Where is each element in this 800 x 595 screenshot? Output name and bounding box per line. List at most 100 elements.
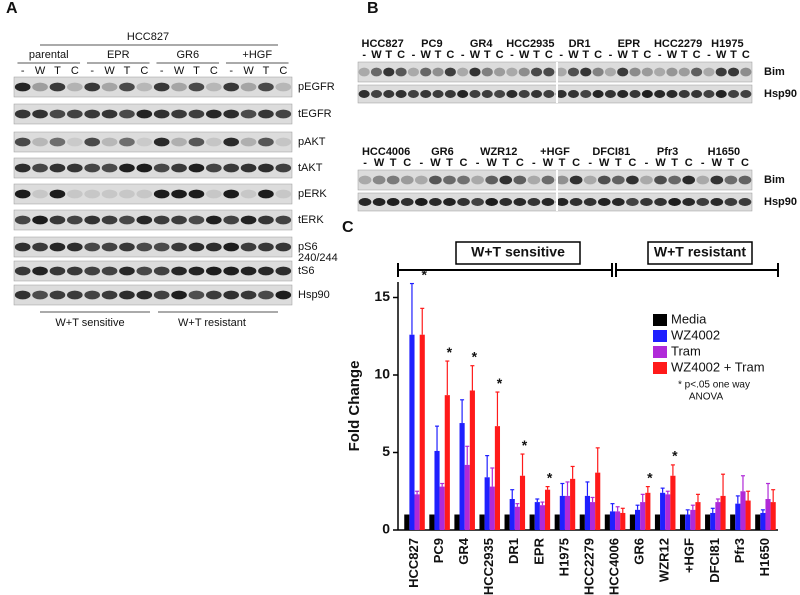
blot-band: [223, 242, 240, 252]
lane-label: -: [559, 49, 563, 61]
blot-band: [205, 215, 222, 225]
blot-band: [171, 137, 187, 147]
blot-band: [727, 67, 740, 77]
blot-band: [171, 290, 187, 300]
blot-band: [49, 109, 66, 119]
blot-band: [14, 163, 31, 173]
blot-band: [66, 266, 83, 276]
blot-band: [444, 67, 456, 77]
blot-band: [153, 290, 170, 300]
blot-band: [567, 90, 580, 98]
blot-band: [555, 67, 567, 77]
bar: [479, 514, 485, 530]
blot-band: [66, 242, 83, 252]
blot-band: [358, 67, 370, 77]
blot-band: [205, 189, 222, 199]
blot-band: [527, 198, 541, 206]
blot-band: [119, 242, 135, 252]
lane-label: -: [588, 157, 592, 169]
blot-band: [414, 198, 428, 206]
blot-band: [119, 109, 135, 119]
lane-label: -: [701, 157, 705, 169]
blot-band: [66, 215, 83, 225]
x-tick-label: PC9: [431, 538, 446, 563]
lane-label: -: [419, 157, 423, 169]
lane-label: -: [476, 157, 480, 169]
blot: [13, 236, 293, 258]
blot-band: [240, 266, 257, 276]
lane-label: T: [632, 49, 639, 61]
blot-band: [580, 90, 592, 98]
bar: [730, 514, 736, 530]
lane-label: C: [643, 49, 651, 61]
lane-label: -: [645, 157, 649, 169]
blot-band: [136, 109, 153, 119]
significance-mark: *: [647, 469, 653, 485]
lane-label: W: [667, 49, 678, 61]
blot-band: [275, 163, 292, 173]
row-label: Hsp90: [764, 196, 797, 208]
bar: [409, 334, 415, 530]
row-sublabel: 240/244: [298, 252, 338, 264]
blot-band: [691, 67, 703, 77]
bar: [404, 514, 410, 530]
bar: [715, 502, 721, 530]
row-label: pAKT: [298, 136, 326, 148]
blot-band: [136, 189, 153, 199]
cell-line-label: H1975: [711, 38, 743, 50]
blot-band: [358, 90, 370, 98]
blot-band: [84, 163, 101, 173]
bar: [710, 512, 716, 530]
row-label: tAKT: [298, 162, 323, 174]
blot-band: [710, 175, 724, 185]
lane-label: T: [533, 49, 540, 61]
cell-line-label: EPR: [618, 38, 641, 50]
blot-band: [32, 109, 48, 119]
blot-band: [617, 90, 629, 98]
blot-band: [543, 67, 555, 77]
blot-band: [372, 175, 386, 185]
lane-label: -: [461, 49, 465, 61]
blot-band: [240, 137, 257, 147]
blot-band: [119, 290, 135, 300]
bar: [434, 450, 440, 530]
blot-band: [370, 67, 383, 77]
bar: [529, 514, 535, 530]
blot-band: [240, 215, 257, 225]
cell-line-label: DR1: [569, 38, 591, 50]
bar: [670, 475, 676, 530]
lane-label: T: [582, 49, 589, 61]
bar: [770, 502, 776, 530]
blot-band: [188, 109, 205, 119]
blot-band: [101, 266, 118, 276]
blot-band: [119, 137, 135, 147]
blot-band: [49, 266, 66, 276]
blot-band: [275, 290, 292, 300]
lane-label: C: [516, 157, 524, 169]
blot-band: [171, 266, 187, 276]
blot-band: [666, 67, 678, 77]
blot-band: [32, 163, 48, 173]
blot-band: [485, 175, 499, 185]
lane-label: T: [559, 157, 566, 169]
blot-band: [740, 90, 752, 98]
blot-band: [400, 198, 414, 206]
legend-label: WZ4002: [671, 327, 720, 342]
blot-band: [569, 198, 583, 206]
blot-band: [626, 198, 639, 206]
blot-band: [654, 90, 666, 98]
lane-label: C: [685, 157, 693, 169]
x-tick-label: Pfr3: [732, 538, 747, 563]
blot-band: [119, 189, 135, 199]
y-tick-label: 15: [374, 288, 390, 304]
bar: [570, 478, 576, 530]
blot-band: [136, 290, 153, 300]
bar: [685, 514, 691, 530]
blot-band: [188, 163, 205, 173]
lane-label: T: [193, 65, 200, 77]
cell-line-label: HCC4006: [362, 146, 410, 158]
cell-line-label: Pfr3: [657, 146, 678, 158]
x-tick-label: HCC2279: [581, 538, 596, 595]
blot-band: [240, 189, 257, 199]
blot-band: [703, 67, 715, 77]
